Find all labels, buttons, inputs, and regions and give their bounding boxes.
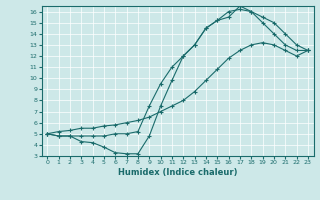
X-axis label: Humidex (Indice chaleur): Humidex (Indice chaleur) (118, 168, 237, 177)
